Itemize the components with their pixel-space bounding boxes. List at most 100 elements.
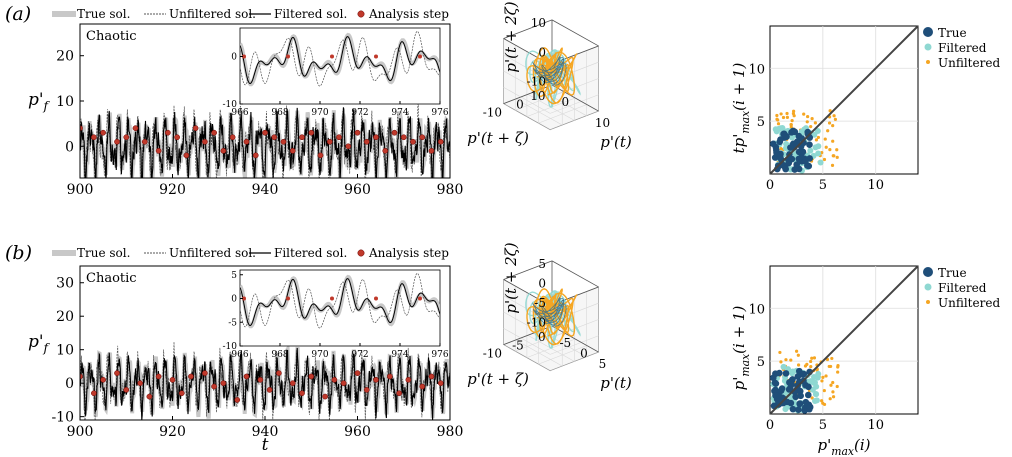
scatter-unfiltered-point [809, 364, 813, 369]
scatter-true-point [769, 374, 777, 382]
analysis-step-point [410, 138, 416, 145]
phase-z-tick-label: -5 [534, 296, 546, 310]
scatter-filtered-point [789, 368, 796, 375]
scatter-true-point [791, 128, 799, 136]
cube-edge [503, 19, 553, 39]
analysis-step-point [428, 373, 435, 380]
scatter-true-point [794, 373, 802, 380]
analysis-step-point [165, 129, 171, 136]
scatter-unfiltered-point [831, 380, 835, 385]
phase-y-label: p'(t + ζ) [467, 129, 529, 147]
scatter-unfiltered-point [830, 163, 835, 167]
analysis-step-point [308, 373, 315, 380]
scatter-unfiltered-point [775, 117, 779, 121]
cube-grid-line [538, 104, 587, 124]
legend-label: Unfiltered sol. [169, 7, 256, 21]
inset-y-tick-label: -5 [228, 318, 237, 328]
scatter-true-point [795, 155, 803, 163]
x-tick-label: 900 [67, 424, 94, 440]
analysis-step-point [271, 134, 278, 141]
scatter-legend-label: Unfiltered [938, 296, 1000, 310]
analysis-step-point [266, 387, 273, 393]
scatter-ylabel-rest: (i + 1) [730, 306, 748, 354]
analysis-step-point [400, 134, 407, 141]
regime-label: Chaotic [86, 29, 137, 44]
inset-analysis-point [418, 54, 422, 59]
inset-analysis-point [286, 296, 290, 301]
analysis-step-point [289, 380, 296, 387]
inset-plot [240, 273, 440, 329]
scatter-true-point [799, 148, 806, 156]
analysis-step-point [114, 138, 120, 145]
scatter-unfiltered-point [810, 356, 814, 360]
y-tick-label: 30 [56, 276, 74, 292]
inset-x-tick-label: 972 [351, 350, 368, 360]
row-a: (a) True sol. Unfiltered sol. Filtered sol.… [5, 1, 1000, 198]
filtered-solution-line [80, 347, 450, 420]
analysis-step-point [211, 129, 217, 136]
scatter-unfiltered-point [796, 363, 801, 367]
ts-ylabel-sub: f [43, 99, 51, 113]
analysis-step-point [437, 380, 444, 387]
scatter-y-tick-label: 10 [748, 62, 765, 77]
scatter-legend-marker [924, 43, 932, 51]
scatter-unfiltered-point [824, 145, 828, 149]
analysis-step-point [326, 138, 333, 145]
scatter-true-point [777, 136, 784, 143]
scatter-unfiltered-point [836, 370, 840, 374]
scatter-unfiltered-point [813, 121, 817, 125]
analysis-step-point [363, 138, 370, 145]
y-tick-label: 0 [65, 139, 74, 155]
legend-label: Analysis step [368, 246, 449, 260]
inset-x-tick-label: 974 [391, 108, 408, 118]
analysis-step-point [276, 370, 282, 376]
phase-y-tick-label: -10 [483, 347, 502, 361]
scatter-true-point [772, 386, 779, 394]
x-tick-label: 980 [437, 424, 464, 440]
scatter-filtered-point [814, 374, 821, 381]
inset-analysis-point [286, 54, 290, 59]
scatter-unfiltered-point [791, 111, 796, 116]
analysis-step-point [391, 129, 398, 136]
scatter-unfiltered-point [814, 138, 819, 142]
analysis-step-point [280, 138, 287, 145]
phase-x-tick-label: 5 [599, 357, 607, 371]
inset-x-tick-label: 976 [431, 350, 448, 360]
scatter-unfiltered-point [831, 390, 835, 394]
analysis-step-point [419, 383, 426, 390]
ts-xlabel: t [262, 435, 269, 455]
analysis-step-point [123, 387, 130, 393]
x-tick-label: 920 [159, 182, 186, 198]
scatter-x-tick-label: 0 [766, 178, 774, 193]
scatter-filtered-point [817, 159, 824, 166]
analysis-step-point [428, 147, 435, 154]
analysis-step-point [211, 383, 217, 390]
analysis-step-point [100, 129, 106, 136]
analysis-step-point [373, 134, 379, 141]
scatter-unfiltered-point [806, 114, 810, 119]
cube-edge [551, 19, 599, 47]
legend-label: Analysis step [368, 7, 449, 21]
inset-y-tick-label: -10 [223, 342, 238, 352]
scatter-x-tick-label: 5 [819, 418, 827, 433]
analysis-step-point [299, 390, 305, 397]
scatter-true-point [785, 159, 793, 167]
cube-grid-line [538, 345, 587, 365]
scatter-unfiltered-point [835, 155, 839, 159]
scatter-filtered-point [807, 378, 814, 385]
unfiltered-solution-line [80, 341, 450, 420]
inset-y-tick-label: -10 [223, 100, 238, 110]
scatter-x-tick-label: 10 [867, 418, 884, 433]
row-b: (b) True sol. Unfiltered sol. Filtered sol.… [5, 242, 1000, 457]
scatter-true-point [793, 161, 801, 168]
inset-x-tick-label: 972 [351, 108, 368, 118]
inset-analysis-point [418, 296, 422, 301]
scatter-unfiltered-point [831, 124, 835, 128]
scatter-unfiltered-point [781, 115, 786, 120]
scatter-true-point [773, 149, 780, 157]
scatter-ylabel-main: p' [730, 377, 748, 391]
analysis-step-point [289, 147, 296, 154]
scatter-xlabel: p'max(i) [817, 436, 870, 457]
scatter-unfiltered-point [790, 118, 794, 123]
scatter-unfiltered-point [827, 121, 832, 125]
